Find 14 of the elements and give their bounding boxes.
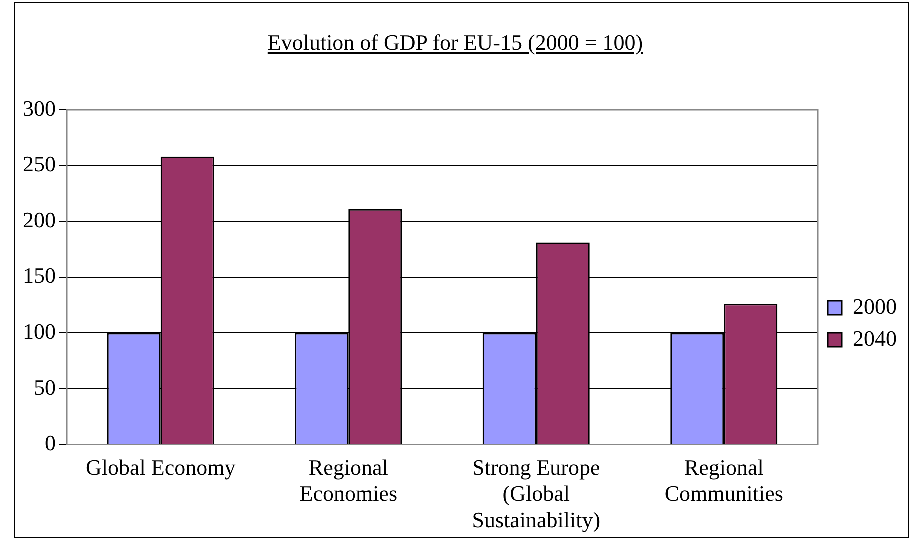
y-tick-label: 0 <box>45 430 56 456</box>
x-tick-label: Regional Communities <box>664 454 784 506</box>
chart-title: Evolution of GDP for EU-15 (2000 = 100) <box>266 30 644 56</box>
y-tick-label: 150 <box>23 263 56 288</box>
y-tick-label: 100 <box>23 318 56 344</box>
legend-label: 2040 <box>853 326 897 351</box>
x-tick-label: Global Economy <box>86 454 236 480</box>
legend-label: 2000 <box>853 294 897 319</box>
y-tick-label: 300 <box>23 96 56 121</box>
x-tick-label: Strong Europe (Global Sustainability) <box>472 454 601 533</box>
y-tick-label: 200 <box>23 207 56 232</box>
x-tick-label: Regional Economies <box>300 454 398 506</box>
y-tick-label: 50 <box>34 374 56 400</box>
y-tick-label: 250 <box>23 152 56 177</box>
